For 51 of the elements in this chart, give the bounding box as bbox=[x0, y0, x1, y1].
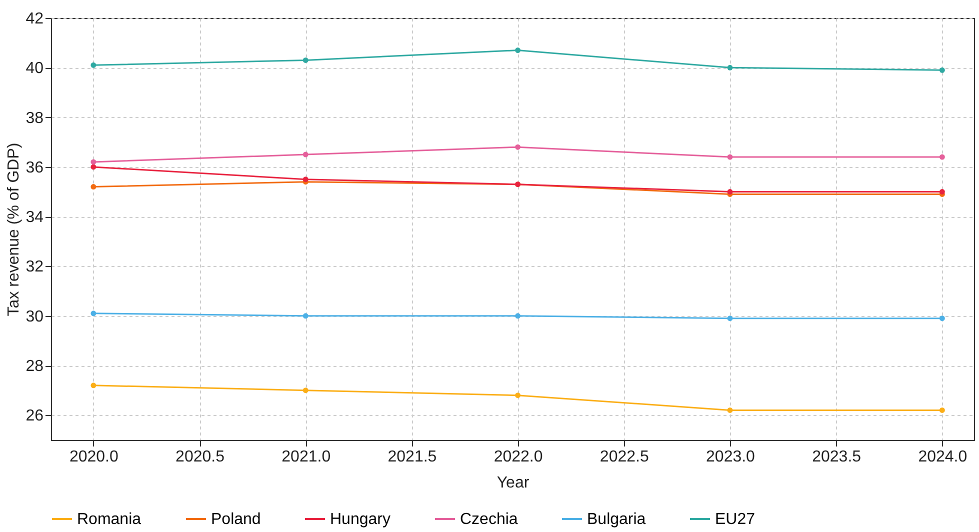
y-tick-label: 38 bbox=[26, 110, 44, 127]
point bbox=[727, 407, 733, 413]
legend-label: Poland bbox=[211, 511, 261, 528]
point bbox=[90, 184, 96, 190]
point bbox=[302, 57, 308, 63]
x-tick-label: 2021.0 bbox=[282, 448, 331, 466]
legend-label: Hungary bbox=[330, 511, 390, 528]
x-tick-label: 2022.0 bbox=[494, 448, 543, 466]
point bbox=[939, 316, 945, 322]
point bbox=[90, 310, 96, 316]
point bbox=[727, 64, 733, 70]
x-tick-label: 2024.0 bbox=[918, 448, 968, 466]
x-tick-label: 2022.5 bbox=[600, 448, 649, 466]
x-tick-label: 2023.5 bbox=[812, 448, 862, 466]
y-tick-label: 32 bbox=[26, 258, 44, 276]
point bbox=[939, 189, 945, 194]
point bbox=[302, 388, 308, 394]
legend-label: EU27 bbox=[715, 511, 756, 528]
point bbox=[939, 154, 945, 160]
point bbox=[302, 176, 308, 182]
x-axis-title: Year bbox=[496, 474, 530, 492]
point bbox=[515, 392, 521, 398]
point bbox=[727, 154, 733, 160]
point bbox=[727, 189, 733, 194]
point bbox=[302, 313, 308, 319]
point bbox=[939, 407, 945, 413]
x-tick-label: 2020.5 bbox=[176, 448, 225, 466]
legend-label: Czechia bbox=[460, 511, 518, 528]
point bbox=[515, 48, 521, 54]
x-tick-label: 2021.5 bbox=[388, 448, 437, 466]
y-tick-label: 40 bbox=[26, 60, 44, 78]
point bbox=[939, 67, 945, 73]
point bbox=[515, 144, 521, 150]
y-tick-label: 36 bbox=[26, 159, 44, 176]
y-tick-label: 28 bbox=[26, 358, 44, 376]
point bbox=[302, 152, 308, 158]
legend-label: Bulgaria bbox=[587, 511, 646, 528]
point bbox=[90, 164, 96, 170]
x-tick-label: 2020.0 bbox=[69, 448, 119, 466]
point bbox=[727, 316, 733, 322]
legend-label: Romania bbox=[77, 511, 142, 528]
point bbox=[90, 62, 96, 68]
y-tick-label: 26 bbox=[26, 408, 44, 425]
x-tick-label: 2023.0 bbox=[706, 448, 756, 466]
point bbox=[515, 313, 521, 319]
y-tick-label: 30 bbox=[26, 308, 44, 326]
point bbox=[90, 382, 96, 388]
y-tick-label: 34 bbox=[26, 209, 44, 226]
point bbox=[90, 159, 96, 165]
y-tick-label: 42 bbox=[26, 10, 44, 28]
y-axis-title: Tax revenue (% of GDP) bbox=[6, 142, 23, 316]
